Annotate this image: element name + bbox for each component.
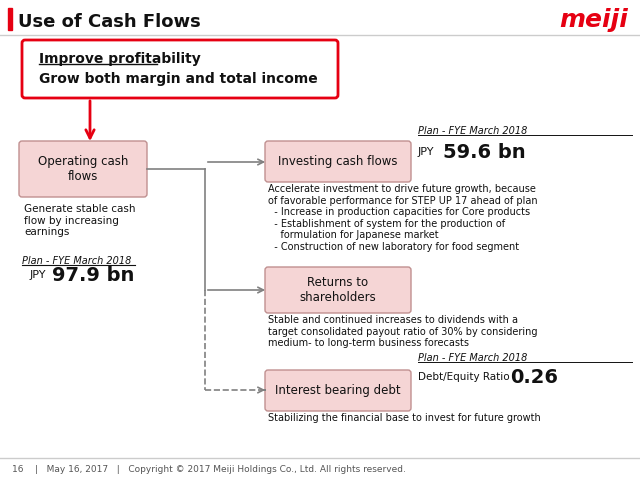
Text: JPY: JPY <box>30 270 47 280</box>
Text: Debt/Equity Ratio: Debt/Equity Ratio <box>418 372 509 382</box>
Text: Use of Cash Flows: Use of Cash Flows <box>18 13 201 31</box>
Text: Operating cash
flows: Operating cash flows <box>38 155 128 183</box>
Text: Plan - FYE March 2018: Plan - FYE March 2018 <box>418 353 527 363</box>
FancyBboxPatch shape <box>265 370 411 411</box>
Text: Stabilizing the financial base to invest for future growth: Stabilizing the financial base to invest… <box>268 413 541 423</box>
FancyBboxPatch shape <box>22 40 338 98</box>
Text: 0.26: 0.26 <box>510 368 558 387</box>
Text: 97.9 bn: 97.9 bn <box>52 266 134 285</box>
Text: Generate stable cash
flow by increasing
earnings: Generate stable cash flow by increasing … <box>24 204 136 237</box>
FancyBboxPatch shape <box>265 141 411 182</box>
Text: Returns to
shareholders: Returns to shareholders <box>300 276 376 304</box>
Text: Plan - FYE March 2018: Plan - FYE March 2018 <box>418 126 527 136</box>
Text: Improve profitability: Improve profitability <box>39 52 201 66</box>
Text: meiji: meiji <box>559 8 628 32</box>
Text: 16    |   May 16, 2017   |   Copyright © 2017 Meiji Holdings Co., Ltd. All right: 16 | May 16, 2017 | Copyright © 2017 Mei… <box>12 465 406 473</box>
Text: Accelerate investment to drive future growth, because
of favorable performance f: Accelerate investment to drive future gr… <box>268 184 538 252</box>
Text: JPY: JPY <box>418 147 435 157</box>
FancyBboxPatch shape <box>265 267 411 313</box>
Bar <box>8 8 12 30</box>
Text: Grow both margin and total income: Grow both margin and total income <box>39 72 317 86</box>
Text: Plan - FYE March 2018: Plan - FYE March 2018 <box>22 256 131 266</box>
Text: 59.6 bn: 59.6 bn <box>443 143 525 162</box>
Text: Stable and continued increases to dividends with a
target consolidated payout ra: Stable and continued increases to divide… <box>268 315 538 348</box>
FancyBboxPatch shape <box>19 141 147 197</box>
Text: Interest bearing debt: Interest bearing debt <box>275 384 401 397</box>
Text: Investing cash flows: Investing cash flows <box>278 155 397 168</box>
